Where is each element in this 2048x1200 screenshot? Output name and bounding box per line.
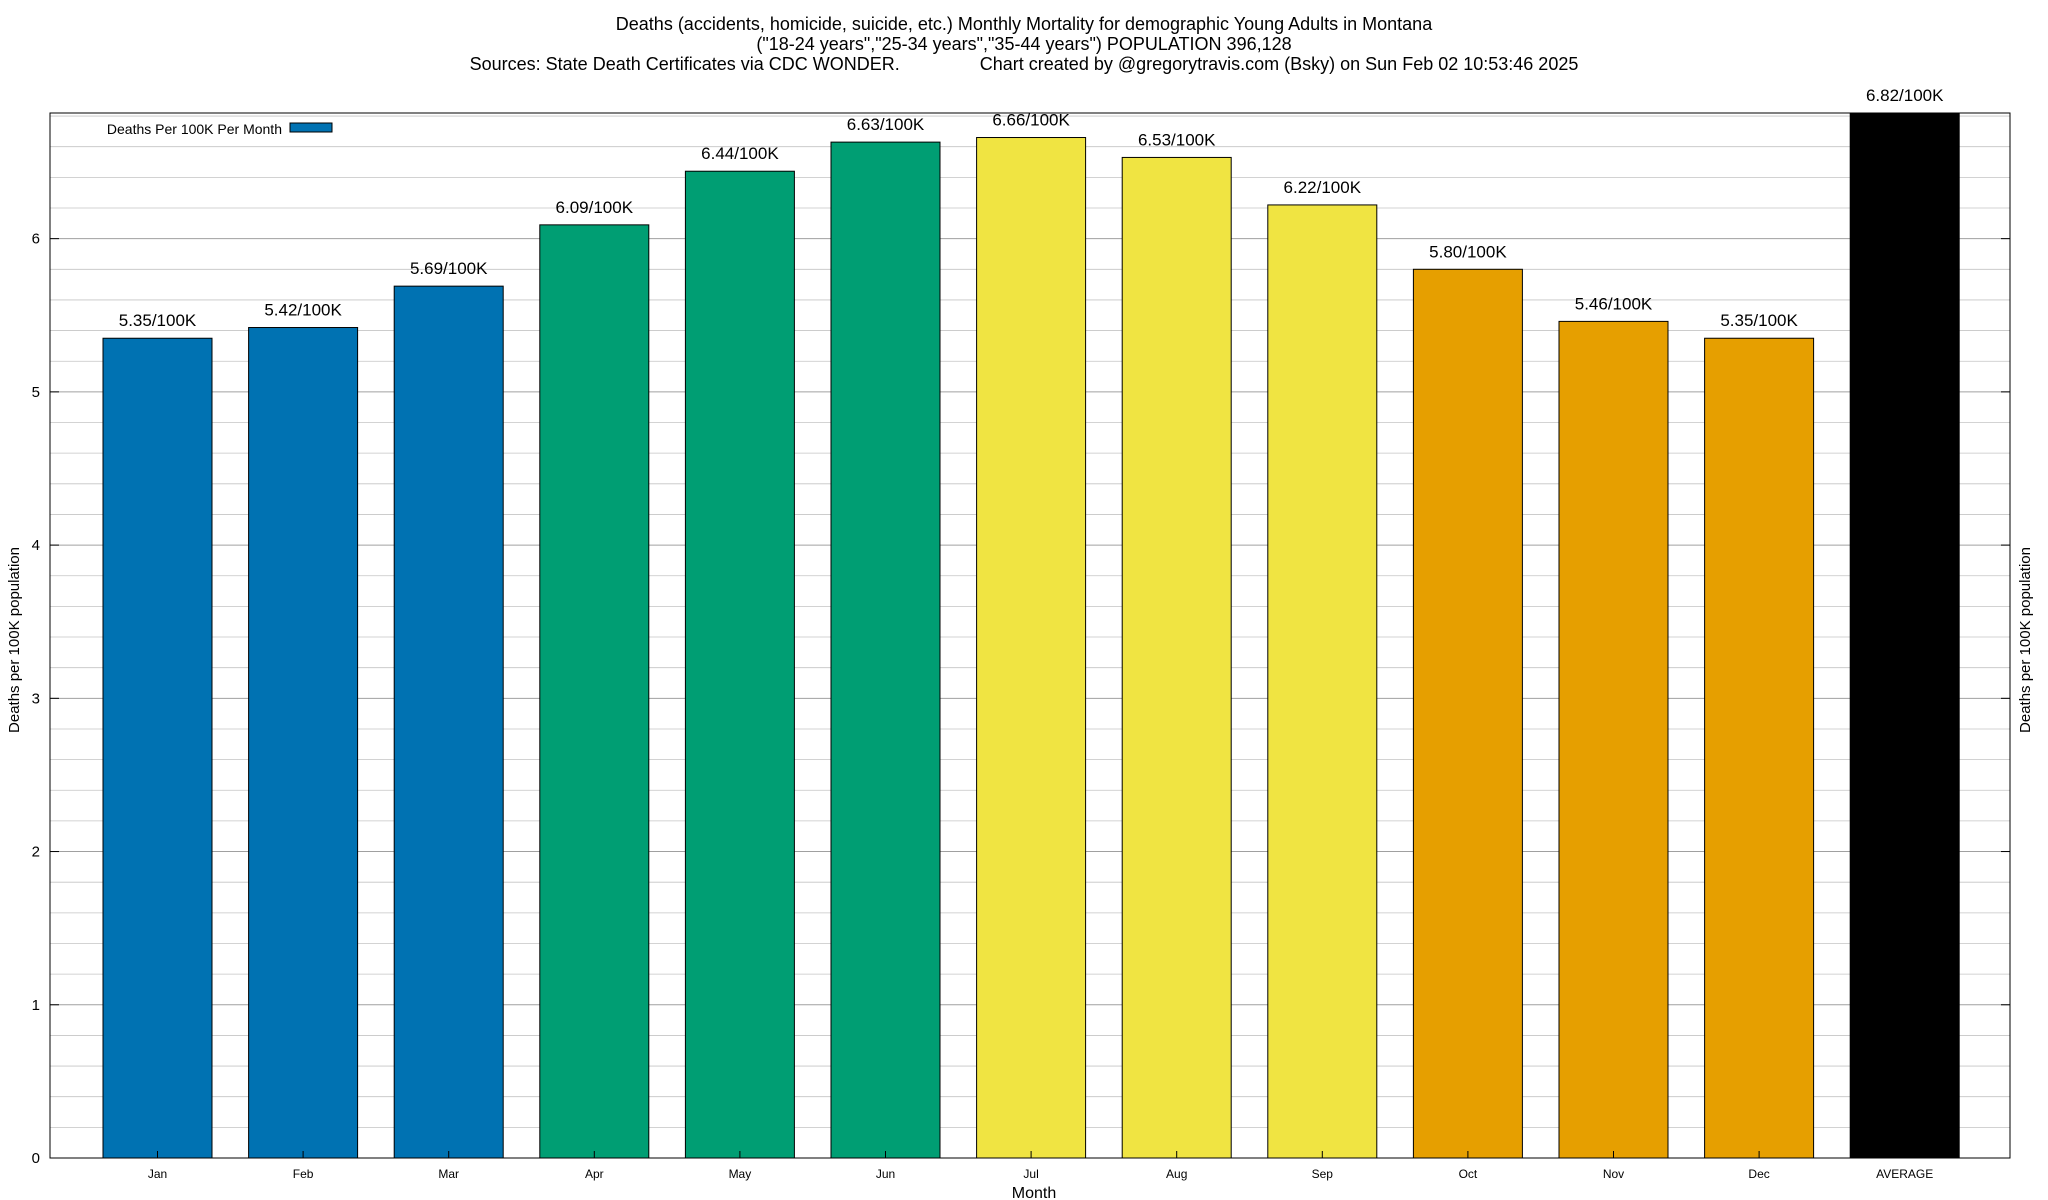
x-tick-label: Jul — [1023, 1167, 1038, 1181]
x-axis-label: Month — [1012, 1185, 1056, 1200]
data-label: 6.09/100K — [556, 198, 634, 217]
y-tick-label: 1 — [32, 997, 40, 1014]
bar-nov — [1558, 320, 1669, 1159]
bar-sep — [1267, 204, 1378, 1159]
y-tick-label: 5 — [32, 384, 40, 401]
x-tick-label: Dec — [1748, 1167, 1769, 1181]
y-tick-label: 2 — [32, 844, 40, 861]
bar-jan — [102, 337, 213, 1159]
y-tick-label: 0 — [32, 1150, 40, 1167]
x-tick-label: Sep — [1312, 1167, 1334, 1181]
x-tick-label: May — [729, 1167, 752, 1181]
y-tick-label: 6 — [32, 231, 40, 248]
x-tick-label: Apr — [585, 1167, 604, 1181]
bar-oct — [1412, 268, 1523, 1159]
data-label: 5.42/100K — [264, 301, 342, 320]
chart-title: Deaths (accidents, homicide, suicide, et… — [615, 14, 1433, 34]
chart-subtitle: ("18-24 years","25-34 years","35-44 year… — [756, 34, 1292, 54]
bar-dec — [1704, 337, 1815, 1159]
bar-mar — [393, 285, 504, 1159]
bar-average — [1849, 112, 1960, 1159]
x-tick-label: Jan — [148, 1167, 167, 1181]
legend-label: Deaths Per 100K Per Month — [107, 121, 282, 137]
x-tick-label: Feb — [293, 1167, 314, 1181]
y-tick-label: 4 — [32, 537, 40, 554]
x-tick-label: Nov — [1603, 1167, 1624, 1181]
data-label: 6.44/100K — [701, 144, 779, 163]
data-label: 5.46/100K — [1575, 294, 1653, 313]
plot-frame — [49, 112, 2011, 1159]
chart-source-line: Sources: State Death Certificates via CD… — [469, 54, 1579, 74]
x-tick-label: Jun — [876, 1167, 895, 1181]
data-label: 6.82/100K — [1866, 86, 1944, 105]
bar-feb — [248, 327, 359, 1159]
data-label: 6.53/100K — [1138, 130, 1216, 149]
data-label: 5.35/100K — [119, 311, 197, 330]
legend: Deaths Per 100K Per Month — [107, 121, 333, 137]
bar-apr — [539, 224, 650, 1159]
data-label: 5.69/100K — [410, 259, 488, 278]
x-tick-label: Oct — [1459, 1167, 1478, 1181]
data-label: 6.22/100K — [1284, 178, 1362, 197]
data-label: 5.35/100K — [1720, 311, 1798, 330]
x-tick-label: Aug — [1166, 1167, 1187, 1181]
y-axis-label: Deaths per 100K population — [6, 547, 23, 733]
bar-jul — [976, 137, 1087, 1159]
data-label: 6.66/100K — [992, 111, 1070, 130]
bar-aug — [1121, 156, 1232, 1159]
legend-swatch — [289, 122, 333, 133]
x-tick-label: Mar — [438, 1167, 459, 1181]
data-label: 6.63/100K — [847, 115, 925, 134]
y2-axis-label: Deaths per 100K population — [2017, 547, 2034, 733]
bar-jun — [830, 141, 941, 1159]
y-tick-label: 3 — [32, 690, 40, 707]
x-tick-label: AVERAGE — [1876, 1167, 1933, 1181]
data-label: 5.80/100K — [1429, 242, 1507, 261]
bar-may — [684, 170, 795, 1159]
